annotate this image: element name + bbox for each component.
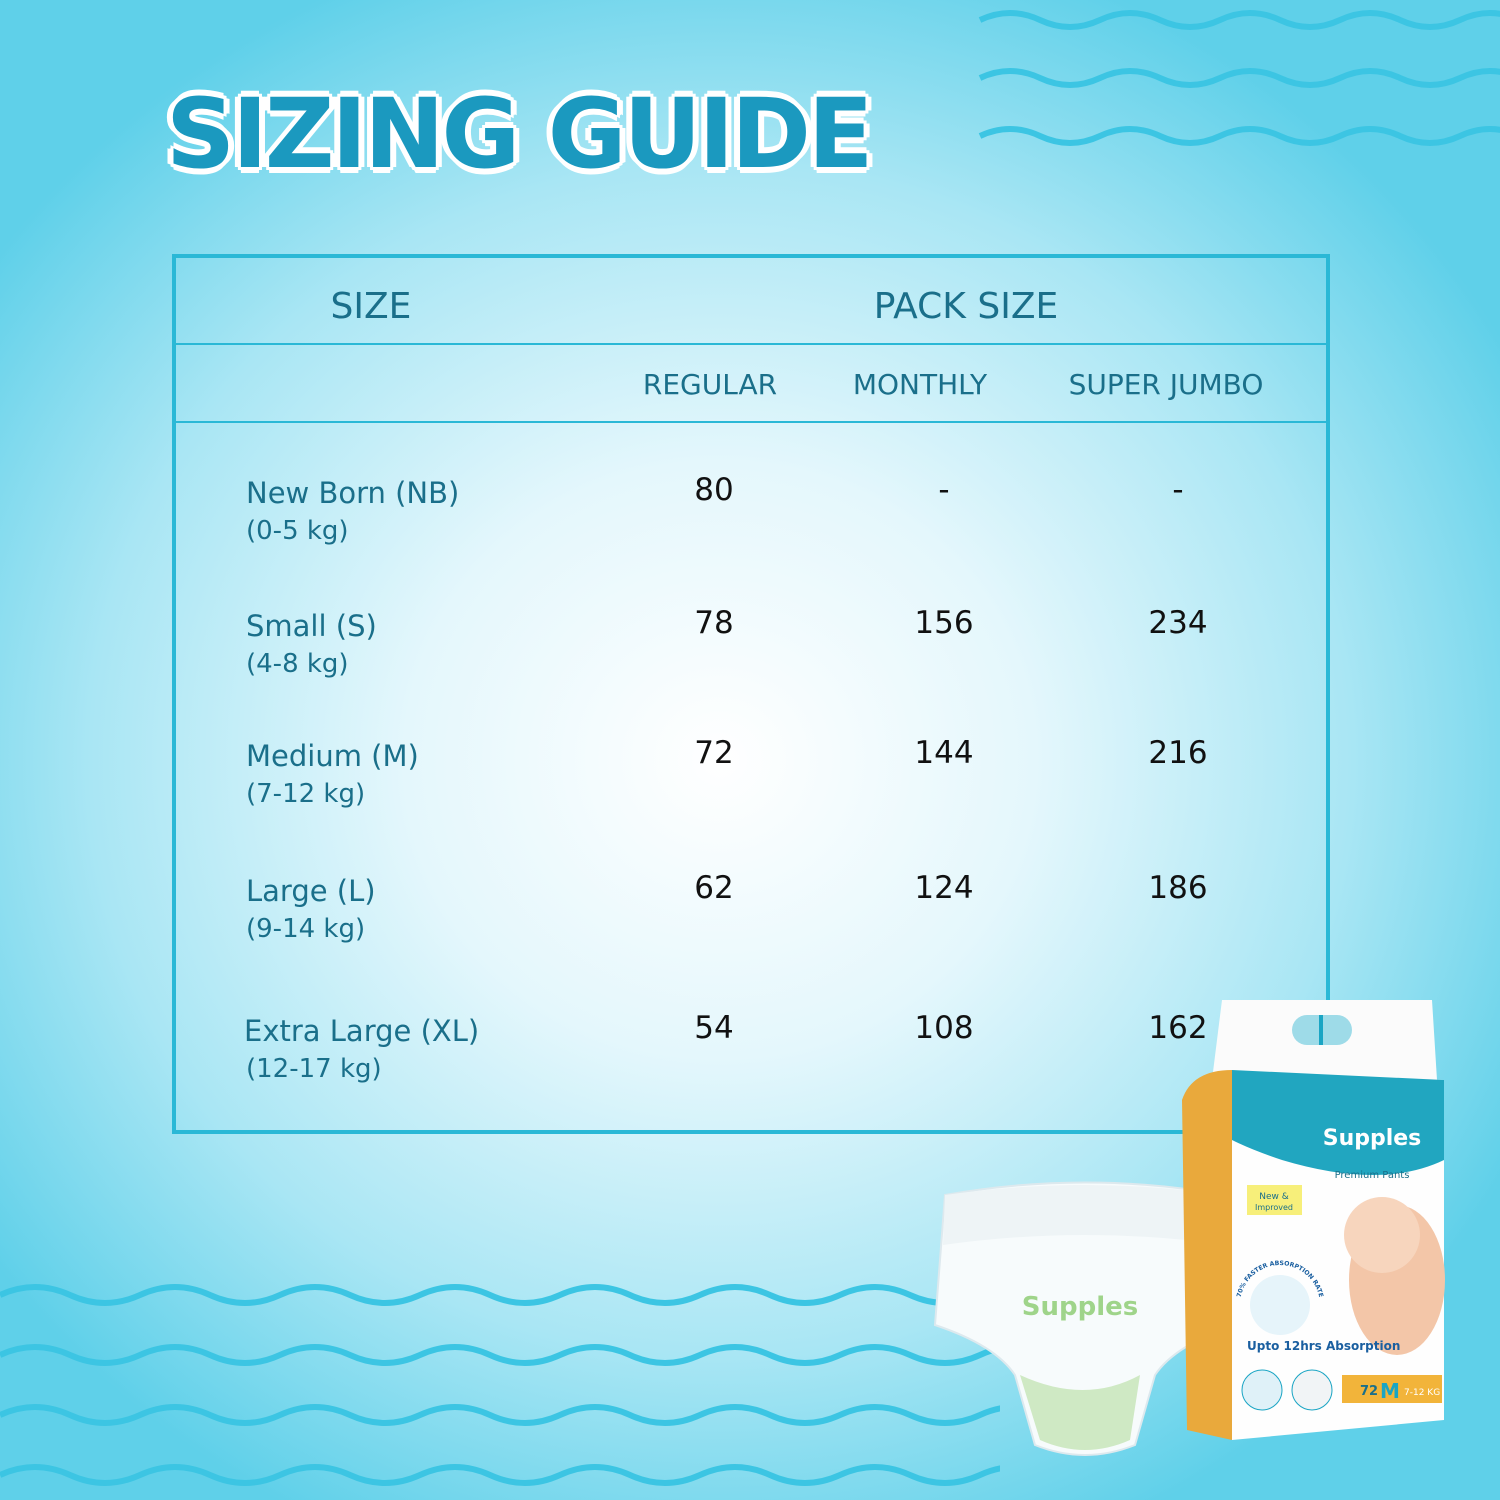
pack-count-monthly: 144 <box>914 735 974 771</box>
pack-count-super-jumbo: 216 <box>1148 735 1208 771</box>
package-weight-text: 7-12 KG <box>1404 1388 1440 1398</box>
package-brand-text: Supples <box>1323 1126 1422 1151</box>
package-line-text: Premium Pants <box>1335 1170 1410 1181</box>
svg-text:Improved: Improved <box>1255 1203 1293 1212</box>
pack-count-super-jumbo: 162 <box>1148 1010 1208 1046</box>
pack-count-super-jumbo: - <box>1172 472 1184 508</box>
svg-text:New &: New & <box>1259 1192 1289 1202</box>
diaper-brand-text: Supples <box>1022 1292 1138 1322</box>
column-regular: REGULAR <box>642 368 778 401</box>
decorative-waves-bottom-left <box>0 1284 1000 1486</box>
diaper-pant-image: Supples <box>933 1181 1237 1456</box>
pack-count-regular: 72 <box>694 735 734 771</box>
pack-count-regular: 54 <box>694 1010 734 1046</box>
weight-range: (12-17 kg) <box>246 1054 382 1084</box>
weight-range: (7-12 kg) <box>246 779 366 809</box>
pack-count-super-jumbo: 234 <box>1148 605 1208 641</box>
package-size-text: M <box>1380 1379 1400 1403</box>
product-package-image: Supples Premium Pants New & Improved 70%… <box>1182 1000 1445 1440</box>
size-name: Small (S) <box>246 609 377 643</box>
header-pack-size: PACK SIZE <box>873 286 1059 327</box>
size-name: New Born (NB) <box>246 476 460 510</box>
divider <box>176 421 1326 423</box>
column-monthly: MONTHLY <box>852 368 988 401</box>
package-absorption-text: Upto 12hrs Absorption <box>1247 1339 1400 1353</box>
pack-count-monthly: 124 <box>914 870 974 906</box>
pack-count-regular: 62 <box>694 870 734 906</box>
pack-count-monthly: 108 <box>914 1010 974 1046</box>
page-title: SIZING GUIDE <box>166 78 873 190</box>
pack-count-super-jumbo: 186 <box>1148 870 1208 906</box>
weight-range: (0-5 kg) <box>246 516 349 546</box>
pack-count-regular: 80 <box>694 472 734 508</box>
decorative-waves-top-right <box>978 10 1500 146</box>
column-super-jumbo: SUPER JUMBO <box>1068 368 1264 401</box>
pack-count-monthly: 156 <box>914 605 974 641</box>
size-name: Large (L) <box>246 874 376 908</box>
weight-range: (9-14 kg) <box>246 914 366 944</box>
size-name: Medium (M) <box>246 739 419 773</box>
sizing-table: SIZE PACK SIZE REGULAR MONTHLY SUPER JUM… <box>172 254 1330 1134</box>
header-size: SIZE <box>330 286 412 327</box>
pack-count-regular: 78 <box>694 605 734 641</box>
size-name: Extra Large (XL) <box>244 1014 480 1048</box>
divider <box>176 343 1326 345</box>
pack-count-monthly: - <box>938 472 950 508</box>
package-count-text: 72 <box>1360 1384 1378 1399</box>
weight-range: (4-8 kg) <box>246 649 349 679</box>
